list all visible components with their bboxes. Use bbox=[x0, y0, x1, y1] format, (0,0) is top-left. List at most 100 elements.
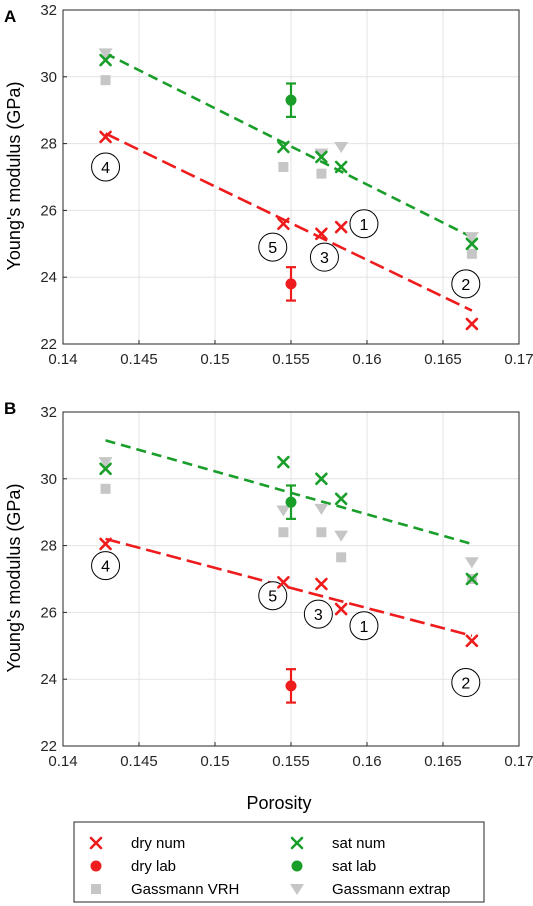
data-point bbox=[334, 141, 349, 153]
annotation-circle bbox=[91, 152, 121, 182]
annotation-circle bbox=[91, 551, 121, 581]
sample-annotation: 1 bbox=[349, 209, 379, 239]
cross-stroke bbox=[334, 602, 348, 616]
legend-label: sat lab bbox=[332, 858, 376, 875]
data-point bbox=[285, 94, 297, 106]
data-point bbox=[99, 462, 112, 476]
legend-marker bbox=[89, 836, 103, 850]
legend-marker bbox=[290, 836, 304, 850]
trend-line bbox=[104, 132, 473, 312]
cross-stroke bbox=[277, 576, 290, 589]
y-axis-label: Young's modulus (GPa) bbox=[4, 82, 24, 271]
data-point bbox=[316, 527, 327, 538]
legend-label: dry num bbox=[131, 835, 185, 852]
data-point bbox=[99, 537, 112, 551]
cross-stroke bbox=[290, 836, 304, 850]
cross-stroke bbox=[315, 472, 328, 486]
data-point bbox=[276, 505, 291, 517]
series-gassmann-extrap bbox=[98, 457, 479, 569]
series-dry-num bbox=[99, 130, 479, 331]
data-point bbox=[277, 217, 290, 231]
annotation-circle bbox=[349, 611, 379, 641]
data-point bbox=[314, 148, 329, 160]
legend-marker bbox=[91, 884, 101, 894]
sample-annotation: 3 bbox=[309, 242, 339, 272]
y-tick-label: 24 bbox=[40, 269, 57, 286]
sample-annotation: 5 bbox=[258, 581, 288, 611]
legend-label: Gassmann extrap bbox=[332, 881, 450, 898]
sample-annotation: 4 bbox=[91, 152, 121, 182]
annotation-label: 4 bbox=[101, 160, 110, 177]
series-sat-num bbox=[99, 53, 479, 251]
data-point bbox=[277, 455, 290, 469]
annotation-circle bbox=[309, 242, 339, 272]
annotation-label: 1 bbox=[360, 217, 369, 234]
x-tick-label: 0.16 bbox=[352, 351, 381, 368]
data-point bbox=[334, 492, 348, 506]
data-point bbox=[100, 75, 111, 86]
data-point bbox=[99, 53, 112, 67]
legend-marker bbox=[90, 860, 102, 872]
series-gassmann-extrap bbox=[98, 48, 479, 244]
data-point bbox=[334, 602, 348, 616]
y-tick-label: 24 bbox=[40, 671, 57, 688]
annotation-label: 5 bbox=[268, 589, 277, 606]
chart-panel-b: B Young's modulus (GPa) Porosity 0.14 0.1… bbox=[4, 399, 533, 813]
legend-label: dry lab bbox=[131, 858, 176, 875]
series-sat-num bbox=[99, 455, 479, 586]
x-tick-label: 0.145 bbox=[120, 351, 158, 368]
panel-label: B bbox=[4, 399, 16, 418]
x-tick-label: 0.155 bbox=[272, 351, 310, 368]
legend-item-sat-lab: sat lab bbox=[291, 858, 376, 875]
annotation-label: 2 bbox=[461, 676, 470, 693]
legend-item-gassmann-extrap: Gassmann extrap bbox=[290, 881, 450, 898]
data-point bbox=[285, 680, 297, 692]
y-axis-label: Young's modulus (GPa) bbox=[4, 484, 24, 673]
data-point bbox=[315, 227, 328, 241]
annotation-circle bbox=[258, 232, 288, 262]
cross-stroke bbox=[334, 160, 348, 174]
legend-label: sat num bbox=[332, 835, 385, 852]
plot-area: 0.14 0.145 0.15 0.155 0.16 0.165 0.17222426283… bbox=[40, 2, 533, 368]
legend-box bbox=[73, 821, 485, 903]
sample-annotation: 2 bbox=[451, 668, 481, 698]
legend-label: Gassmann VRH bbox=[131, 881, 239, 898]
x-tick-label: 0.14 bbox=[48, 351, 77, 368]
annotation-circle bbox=[451, 668, 481, 698]
cross-stroke bbox=[99, 53, 112, 67]
data-point bbox=[336, 552, 347, 563]
series-sat-lab bbox=[285, 484, 297, 520]
y-tick-label: 32 bbox=[40, 2, 57, 19]
data-point bbox=[285, 496, 297, 508]
annotation-label: 3 bbox=[314, 607, 323, 624]
legend-marker bbox=[291, 860, 303, 872]
plot-area: 0.14 0.145 0.15 0.155 0.16 0.165 0.17222426283… bbox=[40, 404, 533, 770]
data-point bbox=[278, 527, 289, 538]
data-point bbox=[99, 130, 112, 144]
sample-annotation: 3 bbox=[303, 599, 333, 629]
annotation-circle bbox=[451, 269, 481, 299]
cross-stroke bbox=[465, 237, 479, 251]
annotation-label: 3 bbox=[320, 250, 329, 267]
panel-label: A bbox=[4, 7, 16, 26]
cross-stroke bbox=[277, 140, 290, 154]
y-tick-label: 26 bbox=[40, 202, 57, 219]
annotation-label: 5 bbox=[268, 240, 277, 257]
annotation-label: 4 bbox=[101, 559, 110, 576]
data-point bbox=[98, 48, 113, 60]
x-tick-label: 0.14 bbox=[48, 753, 77, 770]
cross-stroke bbox=[465, 317, 479, 331]
legend: dry num sat num dry lab sat lab Gassmann VRH… bbox=[73, 821, 485, 903]
cross-stroke bbox=[99, 462, 112, 476]
data-point bbox=[465, 237, 479, 251]
cross-stroke bbox=[334, 220, 348, 234]
series-sat-lab bbox=[285, 82, 297, 118]
sample-annotation: 5 bbox=[258, 232, 288, 262]
x-tick-label: 0.155 bbox=[272, 753, 310, 770]
data-point bbox=[334, 530, 349, 542]
y-tick-label: 26 bbox=[40, 604, 57, 621]
y-tick-label: 22 bbox=[40, 336, 57, 353]
data-point bbox=[98, 457, 113, 469]
data-point bbox=[278, 161, 289, 172]
